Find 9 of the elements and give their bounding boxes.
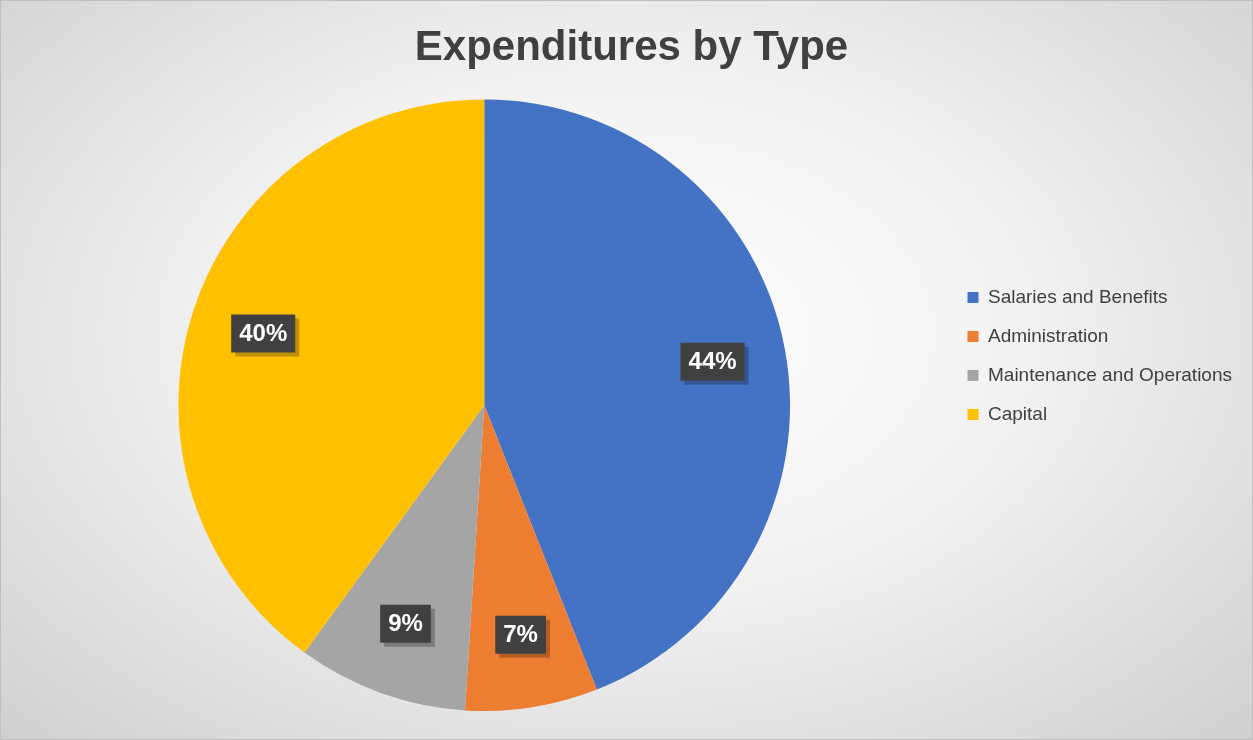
data-label: 9% — [388, 609, 423, 637]
data-label: 7% — [503, 620, 538, 648]
data-label: 44% — [688, 347, 737, 375]
chart-title: Expenditures by Type — [414, 21, 849, 69]
data-label: 40% — [239, 319, 288, 347]
legend-label: Capital — [988, 402, 1048, 424]
legend-label: Administration — [988, 324, 1109, 346]
legend-label: Salaries and Benefits — [988, 285, 1168, 307]
legend-label: Maintenance and Operations — [988, 363, 1233, 385]
